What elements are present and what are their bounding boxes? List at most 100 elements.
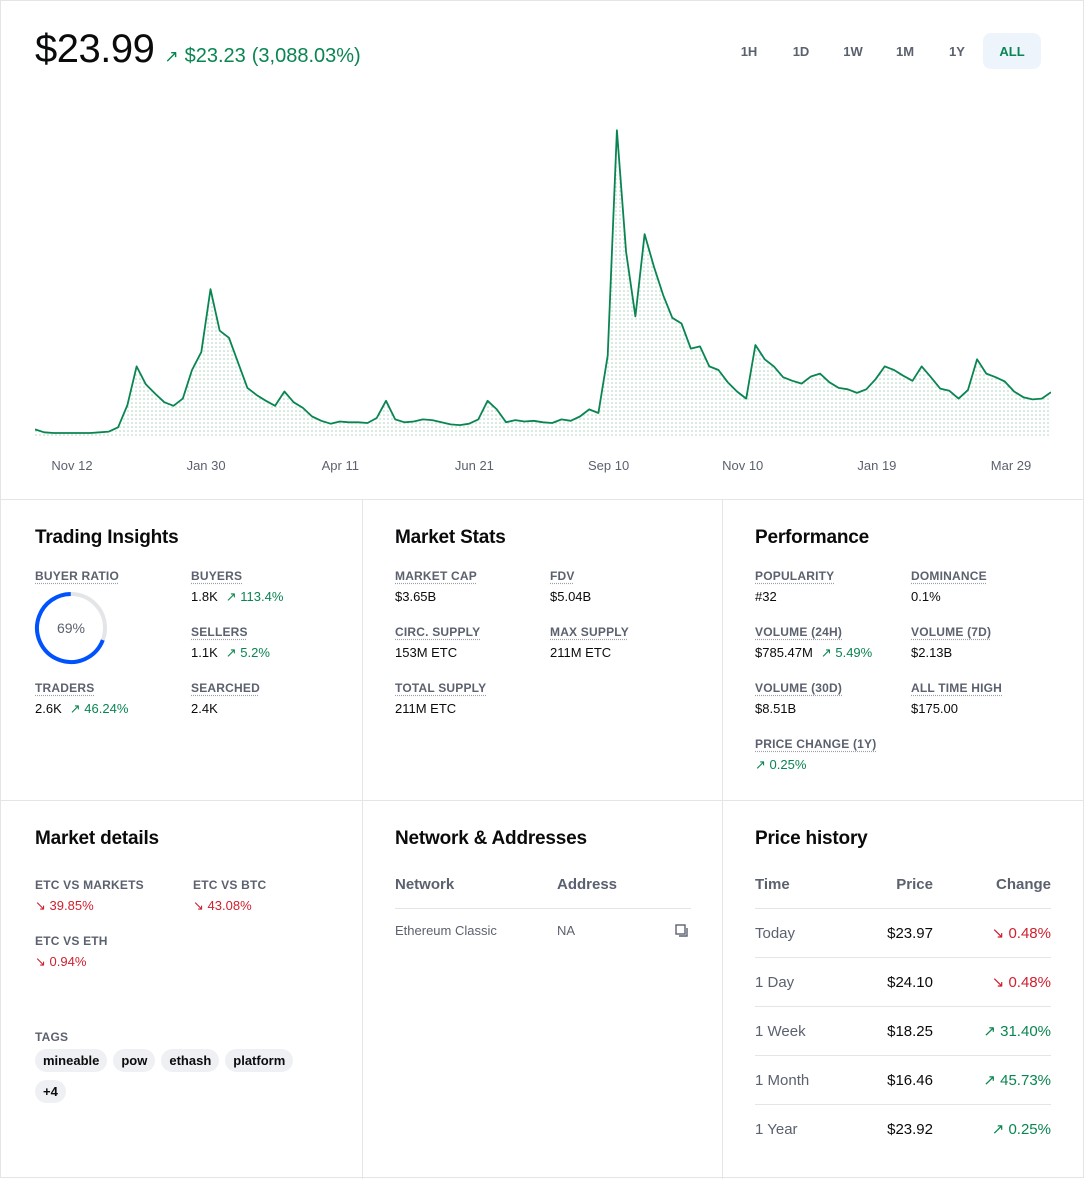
arrow-down-right-icon: ↘ bbox=[193, 898, 204, 913]
tag-pow[interactable]: pow bbox=[113, 1049, 156, 1072]
history-change: 31.40% bbox=[1000, 1023, 1051, 1040]
section-divider bbox=[1, 800, 1084, 801]
volume-24h-label[interactable]: VOLUME (24H) bbox=[755, 625, 843, 639]
history-change: 45.73% bbox=[1000, 1072, 1051, 1089]
price-line bbox=[35, 129, 1051, 434]
market-cap-stat: MARKET CAP $3.65B bbox=[395, 569, 477, 604]
all-time-high-label[interactable]: ALL TIME HIGH bbox=[911, 681, 1003, 695]
range-1d-button[interactable]: 1D bbox=[792, 43, 810, 59]
sellers-change: 5.2% bbox=[240, 645, 270, 660]
copy-icon[interactable] bbox=[674, 923, 690, 939]
range-1m-button[interactable]: 1M bbox=[895, 43, 915, 59]
x-axis-tick-label: Sep 10 bbox=[588, 458, 629, 473]
price-column-header: Price bbox=[896, 876, 933, 893]
range-1h-button[interactable]: 1H bbox=[740, 43, 758, 59]
total-supply-stat: TOTAL SUPPLY 211M ETC bbox=[395, 681, 486, 716]
tags-list: mineable pow ethash platform +4 bbox=[35, 1049, 335, 1111]
circ-supply-label[interactable]: CIRC. SUPPLY bbox=[395, 625, 481, 639]
dominance-label[interactable]: DOMINANCE bbox=[911, 569, 987, 583]
range-1y-button[interactable]: 1Y bbox=[949, 43, 965, 59]
max-supply-value: 211M ETC bbox=[550, 645, 612, 660]
buyer-ratio-ring: 69% bbox=[34, 591, 108, 665]
searched-label[interactable]: SEARCHED bbox=[191, 681, 260, 695]
history-time: 1 Week bbox=[755, 1022, 806, 1040]
all-time-high-stat: ALL TIME HIGH $175.00 bbox=[911, 681, 1002, 716]
history-price: $23.92 bbox=[887, 1120, 933, 1138]
market-cap-label[interactable]: MARKET CAP bbox=[395, 569, 477, 583]
performance-title: Performance bbox=[755, 527, 869, 548]
table-row: 1 Year $23.92 ↗ 0.25% bbox=[755, 1104, 1051, 1153]
traders-label[interactable]: TRADERS bbox=[35, 681, 95, 695]
history-price: $16.46 bbox=[887, 1071, 933, 1089]
price-area bbox=[35, 130, 1051, 439]
price-chart[interactable]: Nov 12 Jan 30 Apr 11 Jun 21 Sep 10 Nov 10 Jan … bbox=[35, 106, 1051, 478]
price-change-1y-value: 0.25% bbox=[769, 757, 807, 772]
traders-change: 46.24% bbox=[84, 701, 129, 716]
table-row: 1 Day $24.10 ↘ 0.48% bbox=[755, 957, 1051, 1006]
buyers-label[interactable]: BUYERS bbox=[191, 569, 243, 583]
dominance-stat: DOMINANCE 0.1% bbox=[911, 569, 987, 604]
x-axis-tick-label: Apr 11 bbox=[322, 458, 359, 473]
sellers-label[interactable]: SELLERS bbox=[191, 625, 248, 639]
price-change-1y-label[interactable]: PRICE CHANGE (1Y) bbox=[755, 737, 877, 751]
fdv-label[interactable]: FDV bbox=[550, 569, 575, 583]
searched-stat: SEARCHED 2.4K bbox=[191, 681, 260, 716]
arrow-up-right-icon: ↗ bbox=[225, 645, 237, 660]
current-price: $23.99 bbox=[35, 27, 155, 71]
history-time: 1 Day bbox=[755, 973, 795, 991]
time-range-selector: 1H 1D 1W 1M 1Y ALL bbox=[723, 33, 1041, 69]
x-axis-tick-label: Nov 12 bbox=[51, 458, 92, 473]
arrow-up-right-icon: ↗ bbox=[820, 645, 832, 660]
column-divider bbox=[722, 499, 723, 1179]
volume-7d-label[interactable]: VOLUME (7D) bbox=[911, 625, 992, 639]
buyer-ratio-label[interactable]: BUYER RATIO bbox=[35, 569, 119, 583]
volume-30d-label[interactable]: VOLUME (30D) bbox=[755, 681, 843, 695]
tag-more[interactable]: +4 bbox=[35, 1080, 66, 1103]
x-axis-tick-label: Nov 10 bbox=[722, 458, 763, 473]
tag-ethash[interactable]: ethash bbox=[161, 1049, 220, 1072]
history-time: Today bbox=[755, 924, 796, 942]
max-supply-label[interactable]: MAX SUPPLY bbox=[550, 625, 629, 639]
market-cap-value: $3.65B bbox=[395, 589, 437, 604]
change-column-header: Change bbox=[995, 876, 1051, 893]
x-axis-tick-label: Jun 21 bbox=[455, 458, 494, 473]
network-addresses-title: Network & Addresses bbox=[395, 828, 587, 849]
arrow-up-right-icon: ↗ bbox=[164, 47, 179, 66]
volume-30d-stat: VOLUME (30D) $8.51B bbox=[755, 681, 842, 716]
etc-vs-markets-label: ETC VS MARKETS bbox=[35, 878, 144, 892]
max-supply-stat: MAX SUPPLY 211M ETC bbox=[550, 625, 629, 660]
tag-mineable[interactable]: mineable bbox=[35, 1049, 108, 1072]
total-supply-value: 211M ETC bbox=[395, 701, 457, 716]
total-supply-label[interactable]: TOTAL SUPPLY bbox=[395, 681, 487, 695]
arrow-down-right-icon: ↘ bbox=[35, 898, 46, 913]
network-address: NA bbox=[557, 923, 576, 938]
etc-vs-eth-value: 0.94% bbox=[49, 954, 87, 969]
volume-7d-value: $2.13B bbox=[911, 645, 953, 660]
history-price: $24.10 bbox=[887, 973, 933, 991]
market-details-title: Market details bbox=[35, 828, 159, 849]
tag-platform[interactable]: platform bbox=[225, 1049, 294, 1072]
history-time: 1 Year bbox=[755, 1120, 798, 1138]
section-divider bbox=[1, 499, 1084, 500]
etc-vs-eth-stat: ETC VS ETH ↘ 0.94% bbox=[35, 934, 108, 970]
traders-value: 2.6K bbox=[35, 701, 62, 716]
range-all-button[interactable]: ALL bbox=[983, 33, 1041, 69]
price-change-1y-stat: PRICE CHANGE (1Y) ↗ 0.25% bbox=[755, 737, 876, 773]
circ-supply-stat: CIRC. SUPPLY 153M ETC bbox=[395, 625, 480, 660]
price-change-amount: $23.23 bbox=[184, 45, 246, 67]
etc-vs-btc-value: 43.08% bbox=[207, 898, 252, 913]
column-divider bbox=[362, 499, 363, 1179]
volume-7d-stat: VOLUME (7D) $2.13B bbox=[911, 625, 991, 660]
sellers-stat: SELLERS 1.1K ↗ 5.2% bbox=[191, 625, 270, 661]
popularity-label[interactable]: POPULARITY bbox=[755, 569, 835, 583]
table-row: Today $23.97 ↘ 0.48% bbox=[755, 908, 1051, 957]
table-row: 1 Month $16.46 ↗ 45.73% bbox=[755, 1055, 1051, 1104]
etc-vs-btc-label: ETC VS BTC bbox=[193, 878, 267, 892]
volume-24h-value: $785.47M bbox=[755, 645, 813, 660]
history-price: $23.97 bbox=[887, 924, 933, 942]
circ-supply-value: 153M ETC bbox=[395, 645, 458, 660]
arrow-down-right-icon: ↘ bbox=[991, 974, 1005, 991]
buyers-stat: BUYERS 1.8K ↗ 113.4% bbox=[191, 569, 283, 605]
price-change: ↗ $23.23 (3,088.03%) bbox=[164, 45, 360, 68]
range-1w-button[interactable]: 1W bbox=[843, 43, 863, 59]
